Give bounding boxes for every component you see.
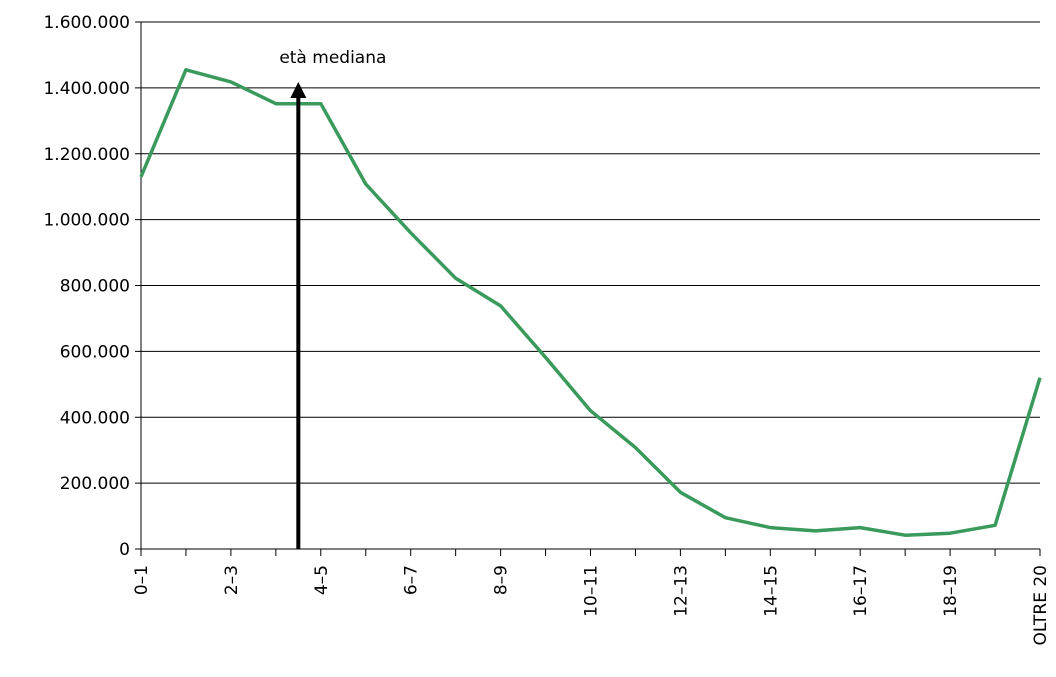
x-tick-label: 10–11 (582, 565, 602, 617)
median-annotation: età mediana (279, 48, 386, 549)
series-line (139, 68, 1042, 537)
y-tick-label: 1.600.000 (43, 13, 130, 33)
median-label: età mediana (279, 48, 386, 68)
y-tick-label: 600.000 (60, 342, 130, 362)
y-tick-labels: 0 200.000 400.000 600.000 800.000 1.000.000 1.… (43, 13, 130, 560)
x-tick-label: 4–5 (312, 565, 332, 595)
x-tick-label: 18–19 (941, 565, 961, 617)
x-tick-label: 16–17 (851, 565, 871, 617)
x-tick-label: 8–9 (492, 565, 512, 595)
gridlines (141, 21, 1040, 484)
x-tick-label: 0–1 (132, 565, 152, 595)
y-tick-label: 1.000.000 (43, 211, 130, 231)
y-tick-label: 400.000 (60, 408, 130, 428)
series (139, 68, 1042, 537)
x-tick-label: 2–3 (222, 565, 242, 595)
y-tick-label: 1.200.000 (43, 145, 130, 165)
axes (135, 21, 1041, 556)
y-tick-label: 1.400.000 (43, 79, 130, 99)
median-arrow-head (290, 82, 307, 98)
x-tick-label: 12–13 (671, 565, 691, 617)
y-tick-label: 200.000 (60, 474, 130, 494)
x-tick-label: 14–15 (761, 565, 781, 617)
y-tick-label: 0 (119, 540, 130, 560)
x-tick-label: 6–7 (402, 565, 422, 595)
x-tick-label: OLTRE 20 (1031, 565, 1051, 645)
x-tick-labels: 0–1 2–3 4–5 6–7 8–9 10–11 12–13 14–15 16–17 18–19… (132, 565, 1051, 645)
y-tick-label: 800.000 (60, 277, 130, 297)
